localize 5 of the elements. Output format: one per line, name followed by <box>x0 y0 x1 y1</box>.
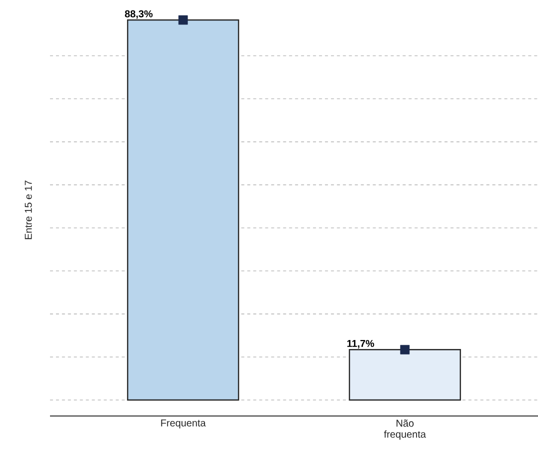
x-tick-label: Não frequenta <box>384 420 426 440</box>
data-label: 11,7% <box>347 340 374 348</box>
data-label: 88,3% <box>124 10 153 19</box>
x-tick-label: Frequenta <box>161 420 206 428</box>
y-axis-title: Entre 15 e 17 <box>24 180 32 240</box>
